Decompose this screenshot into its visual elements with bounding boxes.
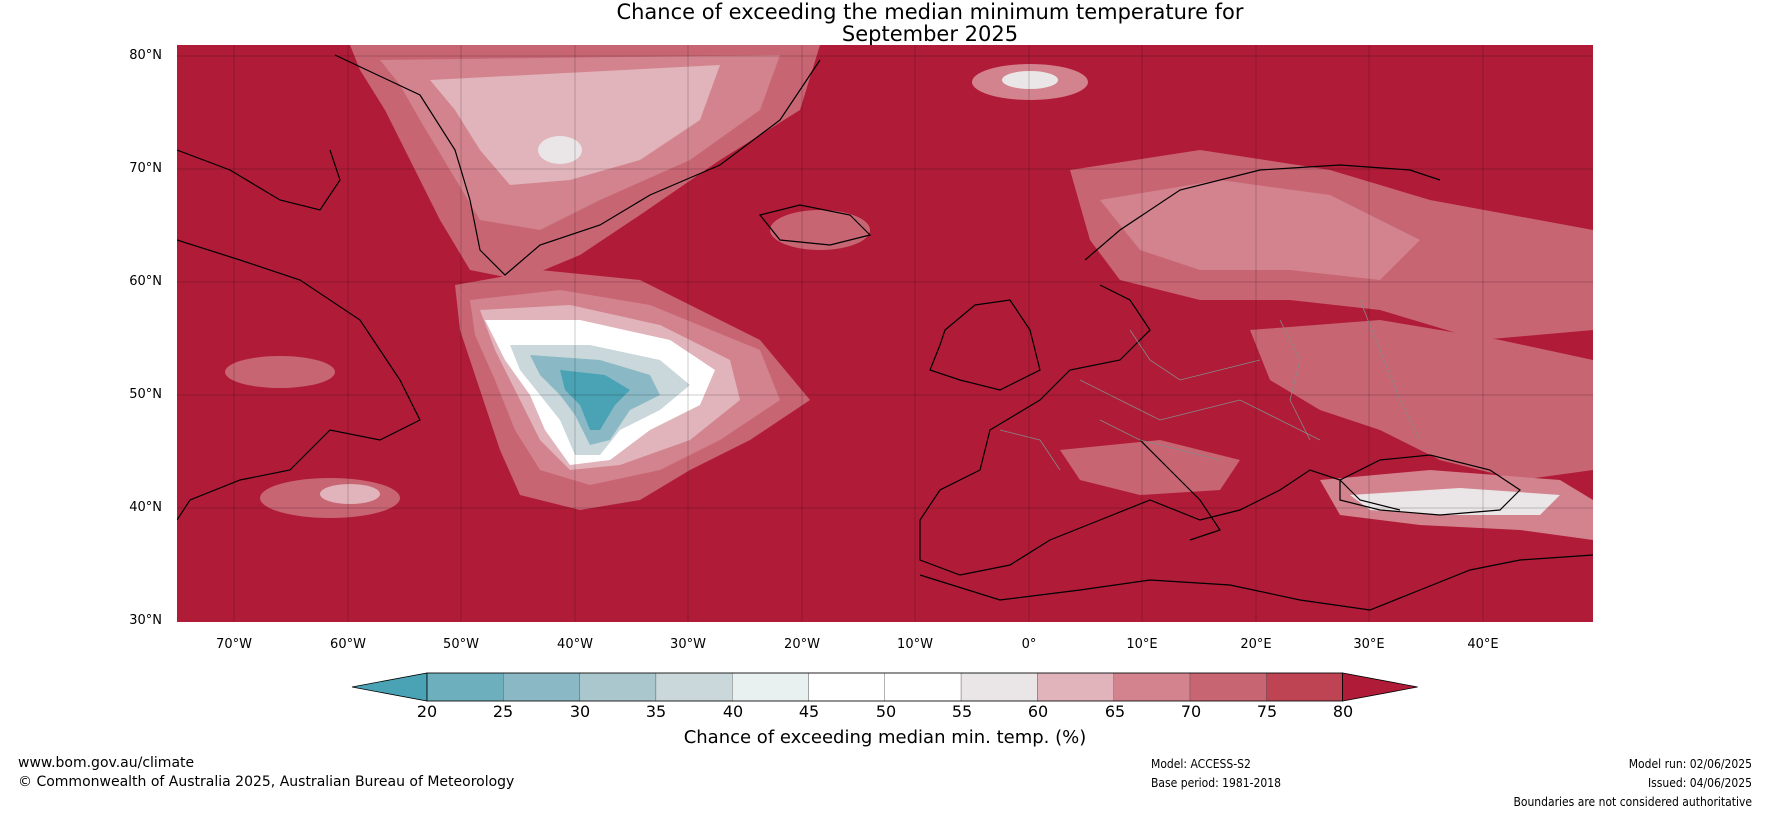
colorbar [351, 672, 1418, 702]
footer-issued: Issued: 04/06/2025 [1647, 776, 1752, 790]
colorbar-tick-25: 25 [492, 702, 514, 721]
lat-label-60n: 60°N [129, 274, 162, 289]
colorbar-tick-45: 45 [798, 702, 820, 721]
labrador-spot-core [320, 484, 380, 504]
lat-label-50n: 50°N [129, 387, 162, 402]
scandinavia-light [1100, 180, 1420, 280]
black-sea-white [1350, 488, 1560, 515]
newfoundland-spot [225, 356, 335, 388]
colorbar-segment [426, 672, 504, 702]
footer-website[interactable]: www.bom.gov.au/climate [18, 755, 195, 771]
greenland-core [430, 65, 720, 185]
lon-label-30e: 30°E [1353, 637, 1385, 652]
lon-label-70w: 70°W [216, 637, 252, 652]
colorbar-segment [1113, 672, 1191, 702]
coastlines [177, 54, 1593, 611]
colorbar-extend-low [351, 672, 428, 702]
colorbar-tick-70: 70 [1180, 702, 1202, 721]
lat-label-30n: 30°N [129, 613, 162, 628]
footer-model-run: Model run: 02/06/2025 [1628, 757, 1752, 771]
eastern-europe-region [1250, 320, 1593, 480]
colorbar-tick-65: 65 [1104, 702, 1126, 721]
lon-label-20e: 20°E [1240, 637, 1272, 652]
colorbar-segment [503, 672, 580, 702]
lon-label-50w: 50°W [443, 637, 479, 652]
colorbar-segment [579, 672, 657, 702]
map-title-line1: Chance of exceeding the median minimum t… [616, 0, 1244, 24]
lon-label-60w: 60°W [330, 637, 366, 652]
colorbar-tick-50: 50 [875, 702, 897, 721]
colorbar-tick-40: 40 [722, 702, 744, 721]
colorbar-tick-60: 60 [1027, 702, 1049, 721]
colorbar-segment [655, 672, 733, 702]
lat-label-70n: 70°N [129, 161, 162, 176]
lon-label-0: 0° [1021, 637, 1037, 652]
svalbard-core [1002, 71, 1058, 89]
lat-label-40n: 40°N [129, 500, 162, 515]
lon-label-40e: 40°E [1467, 637, 1499, 652]
colorbar-segment [884, 672, 962, 702]
footer-model: Model: ACCESS-S2 [1151, 757, 1251, 771]
colorbar-segment [960, 672, 1038, 702]
colorbar-tick-55: 55 [951, 702, 973, 721]
colorbar-tick-30: 30 [569, 702, 591, 721]
lon-label-40w: 40°W [557, 637, 593, 652]
lon-label-10w: 10°W [897, 637, 933, 652]
lon-label-30w: 30°W [670, 637, 706, 652]
map-title-line2: September 2025 [841, 22, 1019, 46]
footer-disclaimer: Boundaries are not considered authoritat… [1513, 795, 1752, 809]
iceland-spot [770, 210, 870, 250]
colorbar-segment [1189, 672, 1267, 702]
country-borders [999, 299, 1421, 471]
colorbar-tick-35: 35 [645, 702, 667, 721]
colorbar-label: Chance of exceeding median min. temp. (%… [683, 727, 1087, 748]
colorbar-tick-80: 80 [1332, 702, 1354, 721]
colorbar-segment [732, 672, 809, 702]
lon-label-20w: 20°W [784, 637, 820, 652]
footer-copyright: © Commonwealth of Australia 2025, Austra… [18, 774, 515, 790]
gridlines [177, 45, 1593, 622]
colorbar-segment [1037, 672, 1114, 702]
atlantic-teal-core [560, 370, 630, 430]
colorbar-extend-high [1342, 672, 1418, 702]
footer-base-period: Base period: 1981-2018 [1151, 776, 1282, 790]
greenland-spot [538, 136, 582, 164]
lat-label-80n: 80°N [129, 48, 162, 63]
lon-label-10e: 10°E [1126, 637, 1158, 652]
colorbar-tick-75: 75 [1256, 702, 1278, 721]
colorbar-outline [426, 672, 1343, 702]
colorbar-segment [808, 672, 886, 702]
colorbar-segment [1266, 672, 1343, 702]
colorbar-tick-20: 20 [416, 702, 438, 721]
